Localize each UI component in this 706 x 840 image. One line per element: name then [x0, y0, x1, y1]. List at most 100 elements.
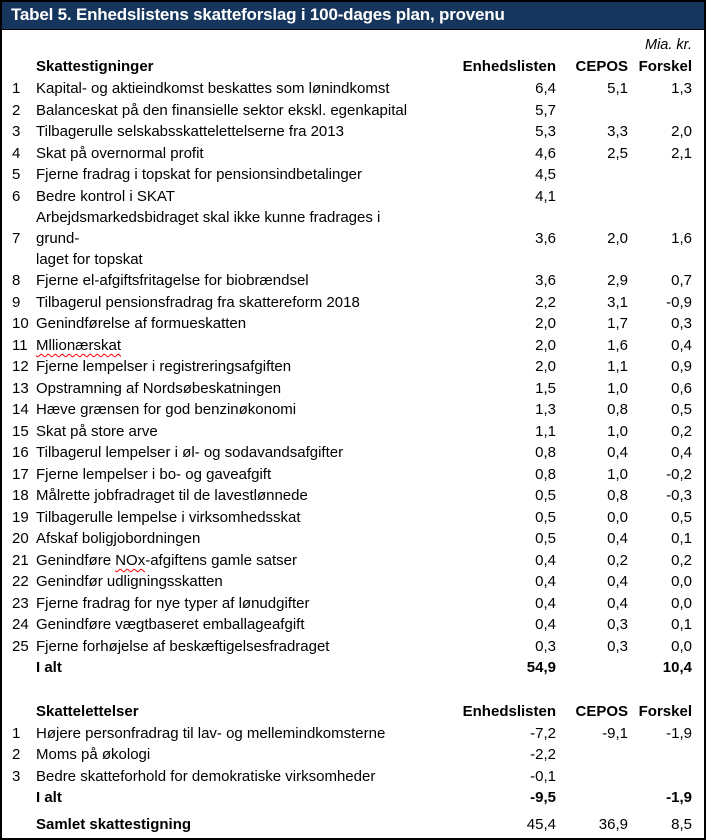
- value-enhedslisten: 54,9: [526, 659, 556, 677]
- table-row: 22 Genindfør udligningsskatten 0,4 0,4 0,0: [2, 571, 704, 593]
- value-cepos: 36,9: [598, 815, 628, 833]
- row-number: 14: [12, 401, 29, 419]
- table-row: 14 Hæve grænsen for god benzinøkonomi 1,3 0…: [2, 399, 704, 421]
- value-enhedslisten: 0,4: [535, 594, 556, 612]
- value-cepos: 0,3: [607, 616, 628, 634]
- row-number: 8: [12, 272, 21, 290]
- value-enhedslisten: -9,5: [530, 789, 556, 807]
- column-header-cepos: CEPOS: [575, 58, 628, 75]
- column-header-forskel: Forskel: [638, 702, 692, 720]
- table-row: 25 Fjerne forhøjelse af beskæftigelsesfra…: [2, 636, 704, 658]
- row-label: Bedre skatteforhold for demokratiske vir…: [36, 767, 376, 785]
- table-title: Tabel 5. Enhedslistens skatteforslag i 1…: [11, 5, 505, 24]
- table-row: 10 Genindførelse af formueskatten 2,0 1,7 0,…: [2, 313, 704, 335]
- row-label: Skat på overnormal profit: [36, 144, 204, 162]
- total-row: I alt -9,5 -1,9: [2, 787, 704, 809]
- value-enhedslisten: 0,5: [535, 508, 556, 526]
- table-row: 1 Højere personfradrag til lav- og mellem…: [2, 723, 704, 745]
- section-heading: Skattelettelser: [36, 702, 139, 720]
- row-number: 7: [12, 230, 21, 247]
- value-forskel: 0,3: [671, 315, 692, 333]
- value-cepos: -9,1: [602, 724, 628, 742]
- value-enhedslisten: 5,3: [535, 123, 556, 141]
- value-enhedslisten: 45,4: [526, 815, 556, 833]
- value-forskel: -0,2: [666, 465, 692, 483]
- table-row: 9 Tilbagerul pensionsfradrag fra skattere…: [2, 292, 704, 314]
- value-enhedslisten: 1,3: [535, 401, 556, 419]
- table-row: 2 Balanceskat på den finansielle sektor e…: [2, 100, 704, 122]
- value-forskel: -0,3: [666, 487, 692, 505]
- value-forskel: 0,7: [671, 272, 692, 290]
- value-forskel: 10,4: [662, 659, 692, 677]
- value-enhedslisten: 0,3: [535, 637, 556, 655]
- value-enhedslisten: 3,6: [535, 230, 556, 247]
- row-label: Skat på store arve: [36, 422, 158, 440]
- column-header-enhedslisten: Enhedslisten: [462, 58, 556, 75]
- row-label: Tilbagerul pensionsfradrag fra skatteref…: [36, 293, 360, 311]
- total-label: I alt: [36, 659, 62, 677]
- row-label: Mllionærskat: [36, 335, 428, 356]
- value-enhedslisten: -2,2: [530, 746, 556, 764]
- row-number: 13: [12, 379, 29, 397]
- value-enhedslisten: -0,1: [530, 767, 556, 785]
- row-label: Genindføre NOx-afgiftens gamle satser: [36, 551, 297, 569]
- value-forskel: -1,9: [666, 724, 692, 742]
- row-label: Afskaf boligjobordningen: [36, 530, 201, 548]
- row-label: Arbejdsmarkedsbidraget skal ikke kunne f…: [36, 209, 381, 268]
- value-enhedslisten: 0,8: [535, 444, 556, 462]
- row-number: 15: [12, 422, 29, 440]
- value-forskel: -1,9: [666, 789, 692, 807]
- value-forskel: -0,9: [666, 293, 692, 311]
- table-row: 12 Fjerne lempelser i registreringsafgift…: [2, 356, 704, 378]
- row-label: Moms på økologi: [36, 746, 151, 764]
- value-enhedslisten: 0,4: [535, 551, 556, 569]
- value-cepos: 3,3: [607, 123, 628, 141]
- value-forskel: 0,6: [671, 379, 692, 397]
- value-forskel: 0,0: [671, 594, 692, 612]
- row-label: Hæve grænsen for god benzinøkonomi: [36, 401, 297, 419]
- row-number: 25: [12, 637, 29, 655]
- value-forskel: 2,0: [671, 123, 692, 141]
- value-forskel: 0,4: [671, 444, 692, 462]
- value-enhedslisten: 0,4: [535, 616, 556, 634]
- table-row: 6 Bedre kontrol i SKAT 4,1: [2, 186, 704, 208]
- value-forskel: 0,5: [671, 508, 692, 526]
- row-label: Genindføre vægtbaseret emballageafgift: [36, 616, 305, 634]
- table-row: 4 Skat på overnormal profit 4,6 2,5 2,1: [2, 143, 704, 165]
- value-cepos: 1,6: [607, 336, 628, 354]
- value-forskel: 0,1: [671, 616, 692, 634]
- value-cepos: 0,4: [607, 444, 628, 462]
- row-number: 2: [12, 101, 21, 119]
- unit-row: Mia. kr.: [2, 35, 704, 55]
- value-cepos: 3,1: [607, 293, 628, 311]
- row-label: Balanceskat på den finansielle sektor ek…: [36, 101, 408, 119]
- table-row: 3 Bedre skatteforhold for demokratiske vi…: [2, 766, 704, 788]
- table-row: 8 Fjerne el-afgiftsfritagelse for biobræn…: [2, 270, 704, 292]
- row-number: 18: [12, 487, 29, 505]
- table-row: 24 Genindføre vægtbaseret emballageafgift…: [2, 614, 704, 636]
- value-cepos: 0,4: [607, 594, 628, 612]
- table-row: 23 Fjerne fradrag for nye typer af lønudg…: [2, 593, 704, 615]
- value-enhedslisten: 4,5: [535, 166, 556, 184]
- value-enhedslisten: 0,8: [535, 465, 556, 483]
- table-row: 19 Tilbagerulle lempelse i virksomhedsska…: [2, 507, 704, 529]
- total-row: I alt 54,9 10,4: [2, 657, 704, 679]
- value-enhedslisten: 6,4: [535, 80, 556, 98]
- unit-label: Mia. kr.: [645, 37, 692, 53]
- row-label: Fjerne lempelser i registreringsafgiften: [36, 358, 292, 376]
- row-label: Genindførelse af formueskatten: [36, 315, 247, 333]
- value-enhedslisten: 4,6: [535, 144, 556, 162]
- value-forskel: 0,2: [671, 422, 692, 440]
- row-label: Tilbagerul lempelser i øl- og sodavandsa…: [36, 444, 344, 462]
- table-row: 11 Mllionærskat 2,0 1,6 0,4: [2, 335, 704, 357]
- row-label: Tilbagerulle selskabsskattelettelserne f…: [36, 123, 344, 141]
- table-row: 17 Fjerne lempelser i bo- og gaveafgift 0,…: [2, 464, 704, 486]
- value-enhedslisten: 2,0: [535, 358, 556, 376]
- table-row: 18 Målrette jobfradraget til de lavestløn…: [2, 485, 704, 507]
- value-cepos: 0,4: [607, 530, 628, 548]
- row-number: 17: [12, 465, 29, 483]
- section-heading-row: Skattestigninger Enhedslisten CEPOS Forskel: [2, 55, 704, 78]
- row-number: 20: [12, 530, 29, 548]
- row-number: 3: [12, 123, 21, 141]
